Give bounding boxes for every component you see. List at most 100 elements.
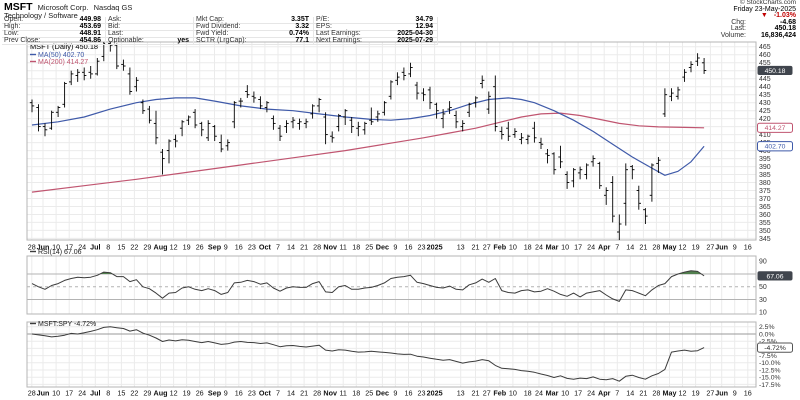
svg-text:Jul: Jul: [90, 243, 100, 252]
svg-text:18: 18: [352, 389, 360, 398]
svg-text:25: 25: [365, 243, 373, 252]
svg-text:27: 27: [706, 389, 714, 398]
svg-text:27: 27: [483, 389, 491, 398]
svg-text:9: 9: [733, 243, 737, 252]
svg-text:19: 19: [183, 389, 191, 398]
svg-text:11: 11: [339, 243, 346, 252]
svg-text:465: 465: [759, 44, 771, 51]
svg-text:67.06: 67.06: [766, 273, 783, 280]
svg-text:24: 24: [535, 389, 543, 398]
svg-text:16: 16: [405, 389, 413, 398]
svg-text:Jun: Jun: [715, 243, 728, 252]
svg-text:Aug: Aug: [154, 389, 168, 398]
svg-text:8: 8: [106, 389, 110, 398]
svg-text:-4.72%: -4.72%: [764, 345, 786, 352]
svg-text:402.70: 402.70: [765, 144, 786, 151]
svg-text:445: 445: [759, 76, 771, 83]
svg-text:9: 9: [224, 389, 228, 398]
svg-text:17: 17: [574, 243, 582, 252]
svg-text:12: 12: [679, 389, 687, 398]
volume-value: 16,836,424: [760, 31, 796, 39]
sector-industry: Technology / Software: [4, 11, 78, 20]
svg-text:MA(50) 402.70: MA(50) 402.70: [38, 52, 84, 59]
svg-text:26: 26: [196, 243, 204, 252]
field-last-earnings: Last Earnings: 2025-04-30: [314, 30, 438, 38]
svg-text:12: 12: [170, 243, 178, 252]
svg-text:90: 90: [759, 259, 767, 266]
field-next-earnings: Next Earnings: 2025-07-29: [314, 37, 438, 45]
svg-text:390: 390: [759, 164, 771, 171]
svg-text:17: 17: [65, 243, 73, 252]
fundamentals-grid: Open: 449.98 Ask: Mkt Cap: 3.35T P/E: 34.79…: [2, 16, 438, 45]
svg-text:29: 29: [143, 389, 151, 398]
field-open: Open: 449.98: [2, 16, 106, 24]
svg-text:Mar: Mar: [546, 243, 559, 252]
copyright: © StockCharts.com: [739, 0, 796, 6]
svg-text:May: May: [663, 243, 677, 252]
svg-text:Apr: Apr: [598, 243, 611, 252]
svg-text:Oct: Oct: [259, 243, 272, 252]
svg-text:400: 400: [759, 148, 771, 155]
field-dividend: Fwd Dividend: 3.32: [194, 23, 314, 31]
last-row: Last: 450.18: [730, 25, 796, 33]
svg-text:RSI(14) 67.06: RSI(14) 67.06: [38, 249, 82, 256]
svg-text:430: 430: [759, 100, 771, 107]
svg-text:28: 28: [313, 243, 321, 252]
svg-text:14: 14: [626, 389, 634, 398]
change-row: Chg: -4.68: [731, 18, 796, 26]
svg-text:9: 9: [393, 243, 397, 252]
svg-text:0.0%: 0.0%: [759, 331, 775, 338]
svg-text:23: 23: [418, 243, 426, 252]
svg-text:9: 9: [224, 243, 228, 252]
svg-text:7: 7: [615, 243, 619, 252]
svg-text:16: 16: [235, 243, 243, 252]
exchange-name: Nasdaq GS: [93, 3, 133, 12]
title-row: MSFT Microsoft Corp. Nasdaq GS: [4, 1, 132, 13]
svg-text:28: 28: [313, 389, 321, 398]
svg-text:22: 22: [130, 389, 138, 398]
svg-text:355: 355: [759, 220, 771, 227]
svg-text:10: 10: [509, 243, 517, 252]
svg-text:8: 8: [106, 243, 110, 252]
svg-text:MSFT (Daily) 450.18: MSFT (Daily) 450.18: [30, 42, 98, 51]
svg-text:Jun: Jun: [37, 389, 50, 398]
svg-text:Feb: Feb: [493, 389, 506, 398]
svg-text:7: 7: [276, 243, 280, 252]
svg-text:30: 30: [759, 297, 767, 304]
svg-text:Feb: Feb: [493, 243, 506, 252]
change-value: -4.68: [780, 18, 796, 26]
svg-text:12: 12: [679, 243, 687, 252]
svg-text:16: 16: [235, 389, 243, 398]
company-name: Microsoft Corp.: [37, 3, 89, 12]
svg-text:450.18: 450.18: [765, 68, 786, 75]
field-eps: EPS: 12.94: [314, 23, 438, 31]
field-low: Low: 448.91: [2, 30, 106, 38]
quote-date: Friday 23-May-2025: [733, 5, 796, 13]
svg-text:28: 28: [28, 243, 36, 252]
down-arrow-icon: ▼: [760, 12, 768, 20]
svg-text:13: 13: [457, 389, 465, 398]
svg-text:16: 16: [744, 389, 752, 398]
svg-text:Jun: Jun: [715, 389, 728, 398]
svg-text:9: 9: [733, 389, 737, 398]
field-pe: P/E: 34.79: [314, 16, 438, 24]
svg-text:-10.0%: -10.0%: [759, 360, 781, 367]
svg-text:440: 440: [759, 84, 771, 91]
svg-text:21: 21: [300, 389, 308, 398]
svg-text:375: 375: [759, 188, 771, 195]
svg-text:50: 50: [759, 284, 767, 291]
svg-text:27: 27: [706, 243, 714, 252]
svg-text:Mar: Mar: [546, 389, 559, 398]
svg-text:435: 435: [759, 92, 771, 99]
svg-text:Sep: Sep: [208, 389, 222, 398]
svg-text:23: 23: [418, 389, 426, 398]
svg-text:385: 385: [759, 172, 771, 179]
svg-text:370: 370: [759, 196, 771, 203]
svg-text:12: 12: [170, 389, 178, 398]
svg-text:15: 15: [117, 389, 125, 398]
svg-text:May: May: [663, 389, 677, 398]
svg-text:24: 24: [587, 389, 595, 398]
